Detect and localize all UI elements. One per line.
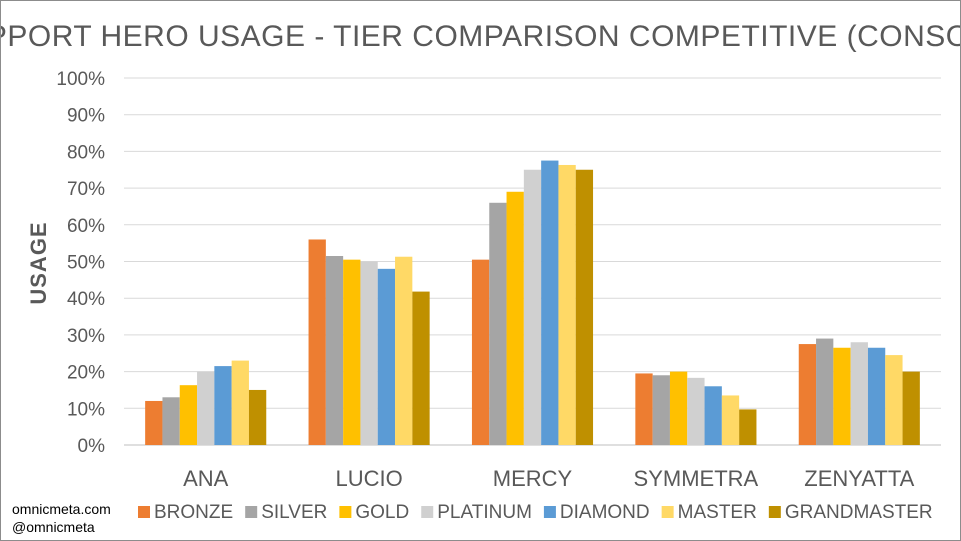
legend-label: BRONZE: [154, 502, 233, 523]
legend-item-silver: SILVER: [245, 502, 327, 523]
bar-ana-grandmaster: [248, 389, 267, 445]
bar-mercy-silver: [489, 202, 507, 445]
bar-zenyatta-platinum: [850, 342, 868, 445]
y-tick-label: 70%: [67, 179, 105, 200]
bar-ana-master: [231, 360, 249, 445]
y-tick-label: 40%: [67, 289, 105, 310]
legend-label: GRANDMASTER: [785, 502, 933, 523]
bar-symmetra-silver: [652, 375, 670, 445]
chart-title: SUPPORT HERO USAGE - TIER COMPARISON COM…: [1, 20, 960, 53]
credits: omnicmeta.com @omnicmeta: [12, 500, 111, 536]
y-tick-label: 20%: [67, 363, 105, 384]
y-tick-label: 0%: [78, 436, 106, 457]
bar-mercy-diamond: [541, 160, 559, 445]
x-tick-label: LUCIO: [335, 466, 402, 491]
bars: [145, 160, 920, 446]
bar-lucio-platinum: [360, 261, 378, 445]
bar-symmetra-gold: [669, 371, 688, 445]
legend-swatch: [245, 506, 258, 518]
y-tick-label: 100%: [56, 69, 105, 90]
bar-ana-silver: [162, 397, 180, 445]
bar-mercy-grandmaster: [575, 169, 594, 445]
bar-lucio-grandmaster: [412, 291, 430, 445]
legend-label: MASTER: [678, 502, 757, 523]
legend-item-diamond: DIAMOND: [543, 502, 650, 523]
legend-swatch: [339, 506, 352, 518]
legend-label: GOLD: [355, 502, 409, 523]
legend-item-platinum: PLATINUM: [421, 502, 532, 523]
legend-item-grandmaster: GRANDMASTER: [768, 502, 933, 523]
bar-zenyatta-gold: [833, 347, 851, 445]
y-tick-label: 30%: [67, 326, 105, 347]
bar-zenyatta-master: [885, 355, 903, 445]
legend-label: SILVER: [261, 502, 327, 523]
bar-lucio-gold: [343, 259, 361, 445]
bar-symmetra-platinum: [687, 377, 705, 445]
bar-symmetra-bronze: [635, 373, 653, 445]
y-tick-label: 60%: [67, 216, 105, 237]
y-tick-label: 50%: [67, 253, 105, 274]
bar-lucio-master: [395, 256, 413, 445]
legend-swatch: [543, 506, 556, 518]
bar-ana-diamond: [214, 366, 232, 445]
legend-item-master: MASTER: [661, 502, 757, 523]
legend-swatch: [421, 506, 434, 518]
legend-item-gold: GOLD: [339, 502, 409, 523]
bar-mercy-platinum: [523, 169, 542, 445]
legend-label: DIAMOND: [560, 502, 650, 523]
bar-zenyatta-silver: [816, 338, 834, 445]
x-tick-label: ANA: [183, 466, 229, 491]
y-tick-label: 90%: [67, 106, 105, 127]
x-tick-label: SYMMETRA: [634, 466, 759, 491]
y-tick-label: 10%: [67, 399, 105, 420]
x-tick-label: MERCY: [493, 466, 573, 491]
legend: BRONZE SILVER GOLD PLATINUM DIAMOND MASTER GRA…: [138, 502, 933, 523]
bar-zenyatta-diamond: [867, 347, 886, 445]
legend-item-bronze: BRONZE: [138, 502, 233, 523]
bar-lucio-bronze: [308, 239, 326, 445]
bar-symmetra-diamond: [704, 386, 722, 445]
bar-symmetra-grandmaster: [739, 409, 757, 445]
legend-swatch: [768, 506, 781, 518]
bar-ana-bronze: [145, 400, 163, 445]
bar-mercy-bronze: [471, 259, 490, 445]
bar-zenyatta-bronze: [798, 344, 817, 445]
y-axis-title: USAGE: [26, 221, 51, 304]
bar-ana-gold: [179, 385, 198, 445]
credit-website: omnicmeta.com: [12, 501, 111, 517]
bar-mercy-gold: [506, 191, 524, 445]
bar-ana-platinum: [197, 371, 215, 445]
credit-handle: @omnicmeta: [12, 519, 95, 535]
x-tick-label: ZENYATTA: [804, 466, 914, 491]
legend-label: PLATINUM: [437, 502, 532, 523]
bar-zenyatta-grandmaster: [902, 371, 920, 445]
legend-swatch: [138, 506, 150, 518]
bar-symmetra-master: [721, 395, 740, 445]
y-axis-ticks: 0% 10% 20% 30% 40% 50% 60% 70% 80% 90% 100%: [56, 69, 105, 457]
legend-swatch: [661, 506, 674, 518]
x-axis-ticks: ANA LUCIO MERCY SYMMETRA ZENYATTA: [183, 466, 915, 491]
bar-lucio-diamond: [377, 268, 396, 445]
y-tick-label: 80%: [67, 142, 105, 163]
bar-mercy-master: [558, 164, 576, 446]
bar-lucio-silver: [325, 256, 344, 445]
